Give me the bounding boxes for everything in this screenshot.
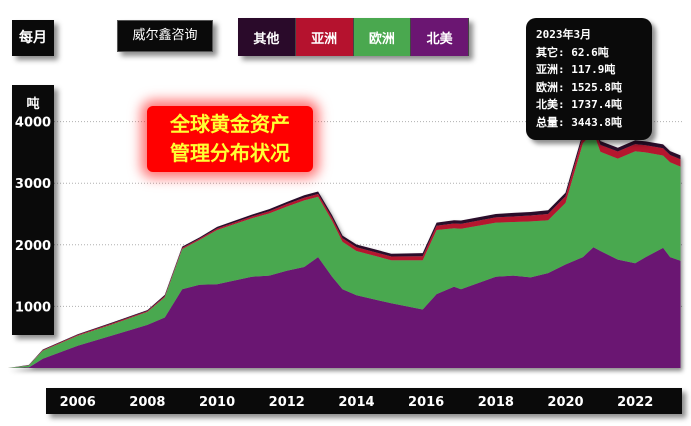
summary-date: 2023年3月 — [536, 28, 592, 41]
headline-banner: 全球黄金资产 管理分布状况 — [147, 106, 313, 172]
area-europe — [8, 132, 681, 368]
period-label: 每月 — [12, 20, 54, 56]
legend: 其他 亚洲 欧洲 北美 — [238, 18, 469, 56]
legend-item-europe: 欧洲 — [353, 18, 412, 56]
x-axis-bar — [46, 388, 682, 414]
area-other — [8, 121, 681, 368]
summary-total: 总量: 3443.8吨 — [536, 115, 622, 129]
x-tick-label: 2020 — [547, 395, 583, 410]
summary-box: 2023年3月 其它: 62.6吨 亚洲: 117.9吨 欧洲: 1525.8吨… — [526, 18, 652, 140]
x-tick-label: 2016 — [408, 395, 444, 410]
y-tick-label: 1000 — [15, 300, 51, 315]
x-tick-label: 2006 — [60, 395, 96, 410]
summary-asia: 亚洲: 117.9吨 — [536, 63, 616, 76]
legend-item-asia: 亚洲 — [295, 18, 354, 56]
summary-north-america: 北美: 1737.4吨 — [536, 98, 622, 111]
x-tick-label: 2012 — [269, 395, 305, 410]
summary-europe: 欧洲: 1525.8吨 — [536, 80, 622, 94]
x-tick-label: 2008 — [129, 395, 165, 410]
unit-label: 吨 — [26, 97, 40, 112]
y-tick-label: 2000 — [15, 239, 51, 254]
x-tick-label: 2014 — [338, 395, 374, 410]
area-north-america — [8, 247, 681, 368]
legend-item-other: 其他 — [238, 18, 296, 56]
x-tick-label: 2010 — [199, 395, 235, 410]
y-axis-bar: 吨 — [12, 85, 54, 335]
headline-line-1: 全球黄金资产 — [170, 112, 290, 136]
y-tick-label: 3000 — [15, 177, 51, 192]
x-tick-label: 2018 — [478, 395, 514, 410]
summary-other: 其它: 62.6吨 — [536, 45, 609, 59]
legend-item-north-america: 北美 — [411, 18, 469, 56]
y-tick-label: 4000 — [15, 116, 51, 131]
x-tick-label: 2022 — [617, 395, 653, 410]
source-label: 威尔鑫咨询 — [117, 20, 213, 52]
headline-line-2: 管理分布状况 — [170, 141, 290, 165]
